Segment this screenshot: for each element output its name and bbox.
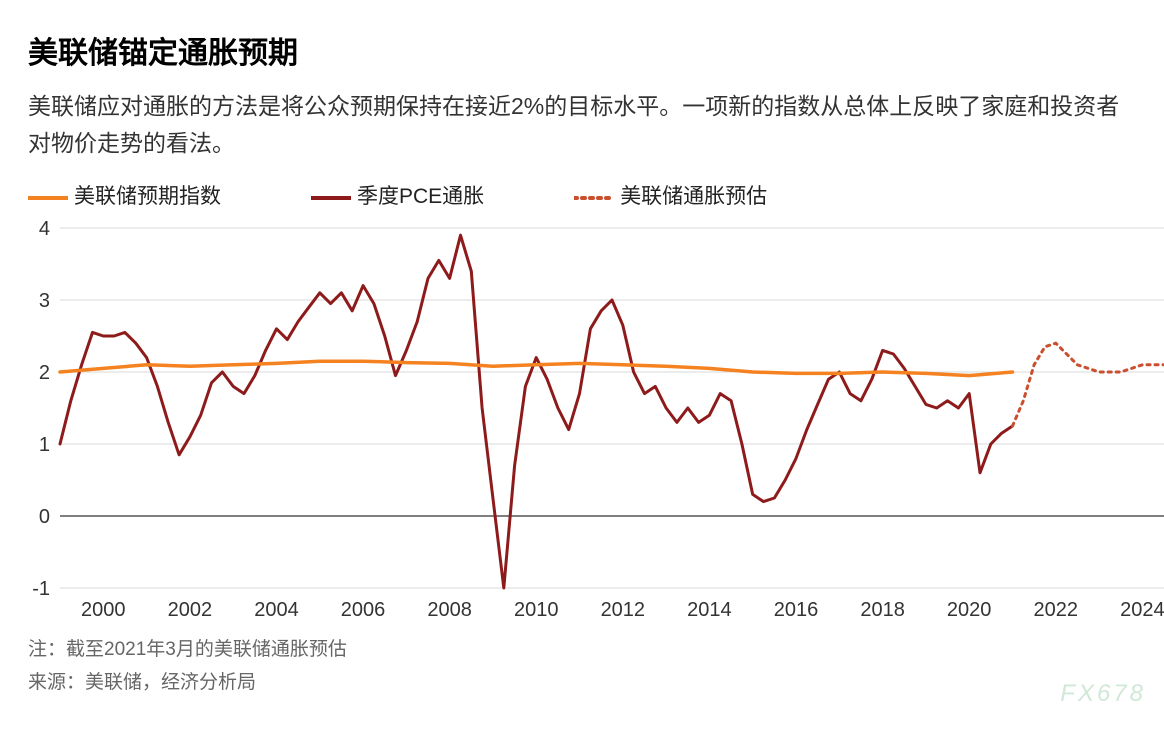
legend-label-3: 美联储通胀预估 <box>620 180 767 210</box>
legend-label-1: 美联储预期指数 <box>74 180 221 210</box>
legend-item-3: 美联储通胀预估 <box>574 180 767 210</box>
watermark: FX678 <box>1060 680 1146 708</box>
source-line: 来源：美联储，经济分析局 <box>28 667 1136 694</box>
svg-text:2010: 2010 <box>514 599 559 621</box>
svg-text:2006: 2006 <box>341 599 386 621</box>
svg-text:2000: 2000 <box>81 599 126 621</box>
svg-text:0: 0 <box>39 506 50 528</box>
svg-text:1: 1 <box>39 434 50 456</box>
legend-swatch-3 <box>574 183 614 207</box>
svg-text:-1: -1 <box>32 578 50 600</box>
chart-footer: 注：截至2021年3月的美联储通胀预估 来源：美联储，经济分析局 <box>28 634 1136 694</box>
svg-text:2012: 2012 <box>601 599 646 621</box>
svg-text:2002: 2002 <box>168 599 213 621</box>
svg-text:4: 4 <box>39 218 50 240</box>
chart-area: -1 0 1 2 3 4 2000 2002 2004 2006 2008 2010 2012 2014 2… <box>28 218 1136 624</box>
svg-text:2004: 2004 <box>254 599 299 621</box>
svg-text:2020: 2020 <box>947 599 992 621</box>
svg-text:2022: 2022 <box>1034 599 1079 621</box>
svg-text:2016: 2016 <box>774 599 819 621</box>
svg-text:2018: 2018 <box>860 599 905 621</box>
legend-label-2: 季度PCE通胀 <box>357 180 484 210</box>
line-chart-svg: -1 0 1 2 3 4 2000 2002 2004 2006 2008 2010 2012 2014 2… <box>28 218 1164 624</box>
footnote: 注：截至2021年3月的美联储通胀预估 <box>28 634 1136 661</box>
legend-swatch-1 <box>28 183 68 207</box>
legend-item-2: 季度PCE通胀 <box>311 180 484 210</box>
svg-text:3: 3 <box>39 290 50 312</box>
chart-subtitle: 美联储应对通胀的方法是将公众预期保持在接近2%的目标水平。一项新的指数从总体上反… <box>28 88 1136 162</box>
legend-item-1: 美联储预期指数 <box>28 180 221 210</box>
svg-text:2014: 2014 <box>687 599 732 621</box>
legend-swatch-2 <box>311 183 351 207</box>
svg-text:2024: 2024 <box>1120 599 1164 621</box>
legend: 美联储预期指数 季度PCE通胀 美联储通胀预估 <box>28 180 1136 210</box>
svg-text:2008: 2008 <box>427 599 472 621</box>
chart-title: 美联储锚定通胀预期 <box>28 28 1136 72</box>
svg-text:2: 2 <box>39 362 50 384</box>
